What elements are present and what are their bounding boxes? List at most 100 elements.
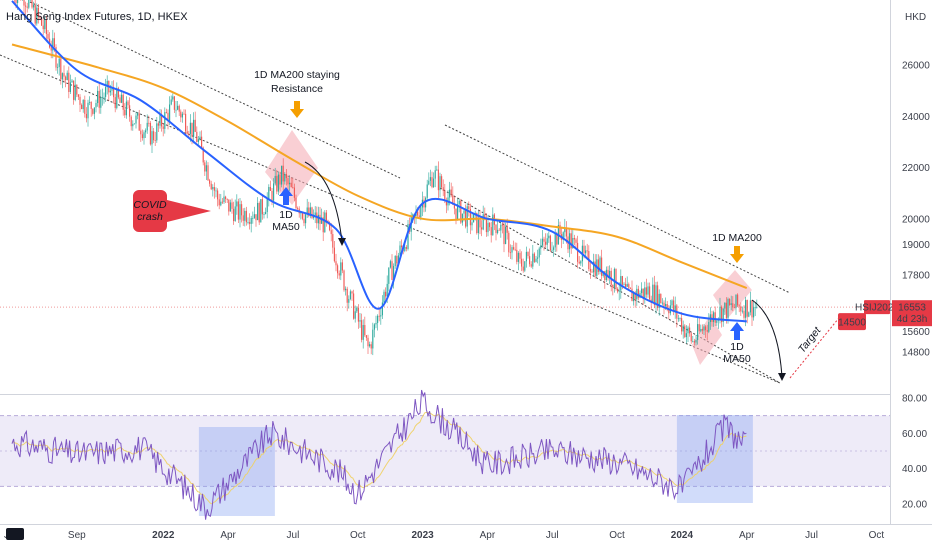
candle-body — [341, 262, 344, 271]
candle-body — [663, 302, 665, 307]
candle-body — [466, 206, 468, 227]
candle-body — [53, 38, 56, 48]
candle-body — [207, 165, 209, 181]
candle-body — [751, 300, 753, 318]
candle-body — [281, 165, 283, 185]
candle-body — [297, 208, 299, 209]
candle-body — [543, 238, 545, 242]
tradingview-logo-icon — [6, 528, 24, 540]
chart-title: Hang Seng Index Futures, 1D, HKEX — [6, 11, 188, 23]
candle-body — [682, 325, 684, 332]
candle-body — [241, 204, 243, 216]
candle-body — [428, 180, 430, 185]
candle-body — [127, 101, 129, 106]
candle-body — [375, 322, 377, 325]
price-axis-tick: 17800 — [902, 271, 930, 282]
candle-body — [220, 201, 222, 206]
time-axis-tick: Oct — [609, 530, 625, 541]
projection-curve-2024 — [751, 299, 783, 378]
candle-body — [269, 186, 272, 191]
projection-curve-2024-head-icon — [778, 373, 786, 381]
candle-body — [471, 222, 473, 226]
candle-body — [541, 238, 544, 246]
last-price-label: 16553 — [898, 303, 926, 314]
time-axis-tick: Apr — [220, 530, 236, 541]
candle-body — [321, 217, 323, 224]
candle-body — [695, 340, 697, 343]
candle-body — [580, 261, 582, 264]
candle-body — [661, 302, 664, 304]
candle-body — [217, 190, 219, 200]
candle-body — [714, 312, 716, 323]
candle-body — [449, 189, 451, 198]
candle-body — [591, 271, 593, 273]
candle-body — [485, 218, 488, 233]
candle-body — [407, 223, 409, 249]
candle-body — [68, 72, 70, 92]
candle-body — [282, 165, 284, 182]
candle-body — [133, 123, 136, 125]
candle-body — [364, 325, 366, 336]
candle-body — [623, 283, 625, 285]
rsi-axis-tick: 80.00 — [902, 394, 927, 405]
ma50-right-label-line2: MA50 — [723, 353, 751, 365]
candle-body — [498, 229, 500, 231]
candle-body — [578, 261, 580, 264]
price-axis-tick: 24000 — [902, 112, 930, 123]
candle-body — [197, 139, 200, 142]
candle-body — [559, 224, 561, 235]
candle-body — [261, 199, 264, 215]
rsi-highlight-box-2024 — [676, 415, 753, 503]
candle-body — [399, 245, 401, 256]
candle-body — [597, 259, 600, 272]
covid-callout-badge — [133, 190, 211, 232]
candle-body — [37, 7, 40, 17]
candle-body — [161, 114, 163, 127]
candle-body — [279, 174, 281, 185]
candle-body — [743, 310, 745, 318]
candle-body — [349, 291, 352, 299]
candle-body — [191, 122, 193, 137]
candle-body — [372, 329, 374, 349]
candle-body — [239, 204, 241, 220]
candle-body — [329, 222, 331, 231]
candle-body — [50, 47, 52, 51]
candle-body — [570, 233, 572, 249]
candle-body — [647, 286, 649, 295]
candle-body — [497, 229, 499, 234]
candle-body — [295, 197, 297, 209]
candle-body — [164, 112, 166, 129]
candle-body — [620, 276, 622, 291]
candle-body — [549, 235, 552, 251]
candle-body — [82, 99, 84, 110]
candle-body — [225, 196, 227, 199]
candle-body — [340, 262, 342, 276]
candle-body — [562, 232, 564, 240]
candle-body — [455, 208, 457, 220]
candle-body — [674, 305, 676, 312]
candle-body — [90, 101, 92, 109]
candle-body — [381, 302, 384, 316]
candle-body — [617, 288, 619, 292]
candle-body — [468, 206, 470, 209]
candle-body — [218, 199, 220, 206]
candle-body — [725, 302, 728, 319]
candle-body — [167, 112, 169, 122]
candle-body — [637, 288, 640, 298]
candle-body — [113, 88, 115, 98]
candle-body — [668, 309, 670, 314]
candle-body — [677, 318, 680, 320]
candle-body — [23, 0, 25, 6]
candle-body — [404, 247, 406, 251]
candle-body — [601, 257, 603, 276]
candle-body — [532, 253, 534, 267]
ma50-right-arrow-icon-shaft — [734, 330, 740, 340]
candle-body — [391, 261, 393, 280]
candle-body — [626, 284, 628, 287]
candle-body — [657, 285, 659, 308]
candle-body — [450, 189, 452, 196]
candle-body — [354, 311, 356, 319]
candle-body — [441, 176, 443, 188]
rsi-axis-tick: 40.00 — [902, 464, 927, 475]
